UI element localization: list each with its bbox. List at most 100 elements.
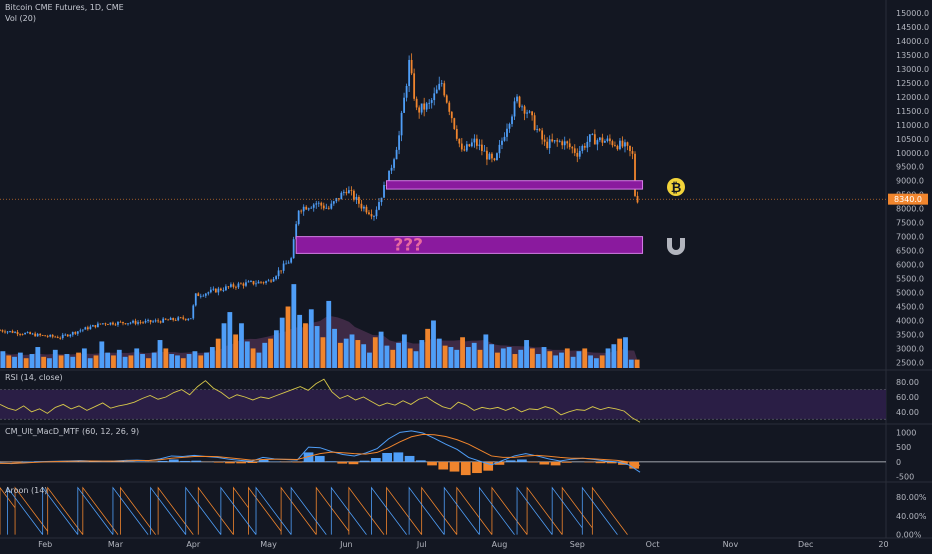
candle-body [343,192,345,193]
candle-body [142,322,144,323]
candle-body [554,140,556,141]
volume-bar [158,340,163,368]
macd-tick-label: 500 [896,443,911,452]
volume-bar [332,329,337,368]
candle-body [130,323,132,324]
candle-body [423,103,425,109]
volume-bar [82,348,87,368]
candle-body [586,142,588,148]
candle-body [260,282,262,283]
candle-body [230,284,232,287]
price-tick-label: 5000.0 [896,289,924,298]
candle-body [197,293,199,296]
volume-bar [355,340,360,368]
candle-body [619,141,621,149]
time-tick-label: Mar [108,540,124,549]
candle-body [125,323,127,324]
candle-body [315,203,317,204]
volume-bar [216,339,221,368]
candle-body [526,112,528,113]
macd-histogram-bar [450,462,460,472]
candle-body [634,154,636,196]
price-tick-label: 9000.0 [896,177,924,186]
bitcoin-icon: ₿ [667,178,685,196]
volume-bar [338,343,343,368]
volume-bar [629,360,634,368]
candle-body [391,168,393,171]
time-tick-label: Apr [186,540,201,549]
candle-body [506,129,508,137]
time-tick-label: Nov [723,540,739,549]
volume-bar [297,315,302,368]
macd-histogram-bar [584,462,594,463]
volume-bar [309,309,314,368]
candle-body [489,154,491,160]
volume-bar [623,337,628,368]
candle-body [215,289,217,293]
volume-bar [390,350,395,368]
volume-bar [419,340,424,368]
volume-bar [268,339,273,368]
volume-bar [193,351,198,368]
candle-body [571,147,573,148]
rsi-band [0,390,886,420]
time-tick-label: Jul [416,540,427,549]
candle-body [170,318,172,320]
macd-histogram-bar [214,462,224,463]
support-zone-upper[interactable] [387,181,643,189]
aroon-tick-label: 40.00% [896,512,927,521]
volume-bar [181,358,186,368]
candle-body [340,193,342,199]
candle-body [217,289,219,293]
candle-body [366,207,368,213]
support-zone-lower[interactable] [296,237,642,254]
candle-body [504,137,506,141]
volume-bar [571,357,576,368]
volume-bar [466,347,471,368]
price-tick-label: 7500.0 [896,219,924,228]
volume-bar [547,351,552,368]
candle-body [82,330,84,331]
candle-body [34,334,36,337]
volume-bar [379,332,384,368]
macd-histogram-bar [169,459,179,461]
candle-body [190,318,192,319]
candle-body [303,207,305,212]
volume-bar [449,347,454,368]
candle-body [361,204,363,209]
candle-body [381,198,383,202]
volume-bar [611,344,616,368]
candle-body [624,142,626,146]
time-tick-label: Oct [646,540,660,549]
candle-body [298,211,300,224]
price-tick-label: 7000.0 [896,233,924,242]
price-tick-label: 4000.0 [896,316,924,325]
candle-body [443,83,445,95]
candle-body [491,154,493,159]
macd-histogram-bar [596,462,606,463]
volume-bar [582,348,587,368]
volume-bar [315,326,320,368]
volume-bar [169,354,174,368]
candle-body [273,279,275,281]
candle-body [22,334,24,335]
volume-bar [594,358,599,368]
candle-body [323,206,325,209]
candle-body [456,129,458,139]
zone-question-marks: ??? [393,235,423,255]
candle-body [132,321,134,323]
aroon-tick-label: 80.00% [896,493,927,502]
last-price-value: 8340.0 [894,195,922,204]
volume-bar [513,354,518,368]
candle-body [72,332,74,335]
macd-histogram-bar [472,462,482,473]
candle-body [105,323,107,324]
candle-body [152,321,154,322]
candle-body [245,282,247,285]
volume-bar [187,354,192,368]
volume-bar [402,334,407,368]
candle-body [67,335,69,337]
macd-histogram-bar [315,456,325,462]
